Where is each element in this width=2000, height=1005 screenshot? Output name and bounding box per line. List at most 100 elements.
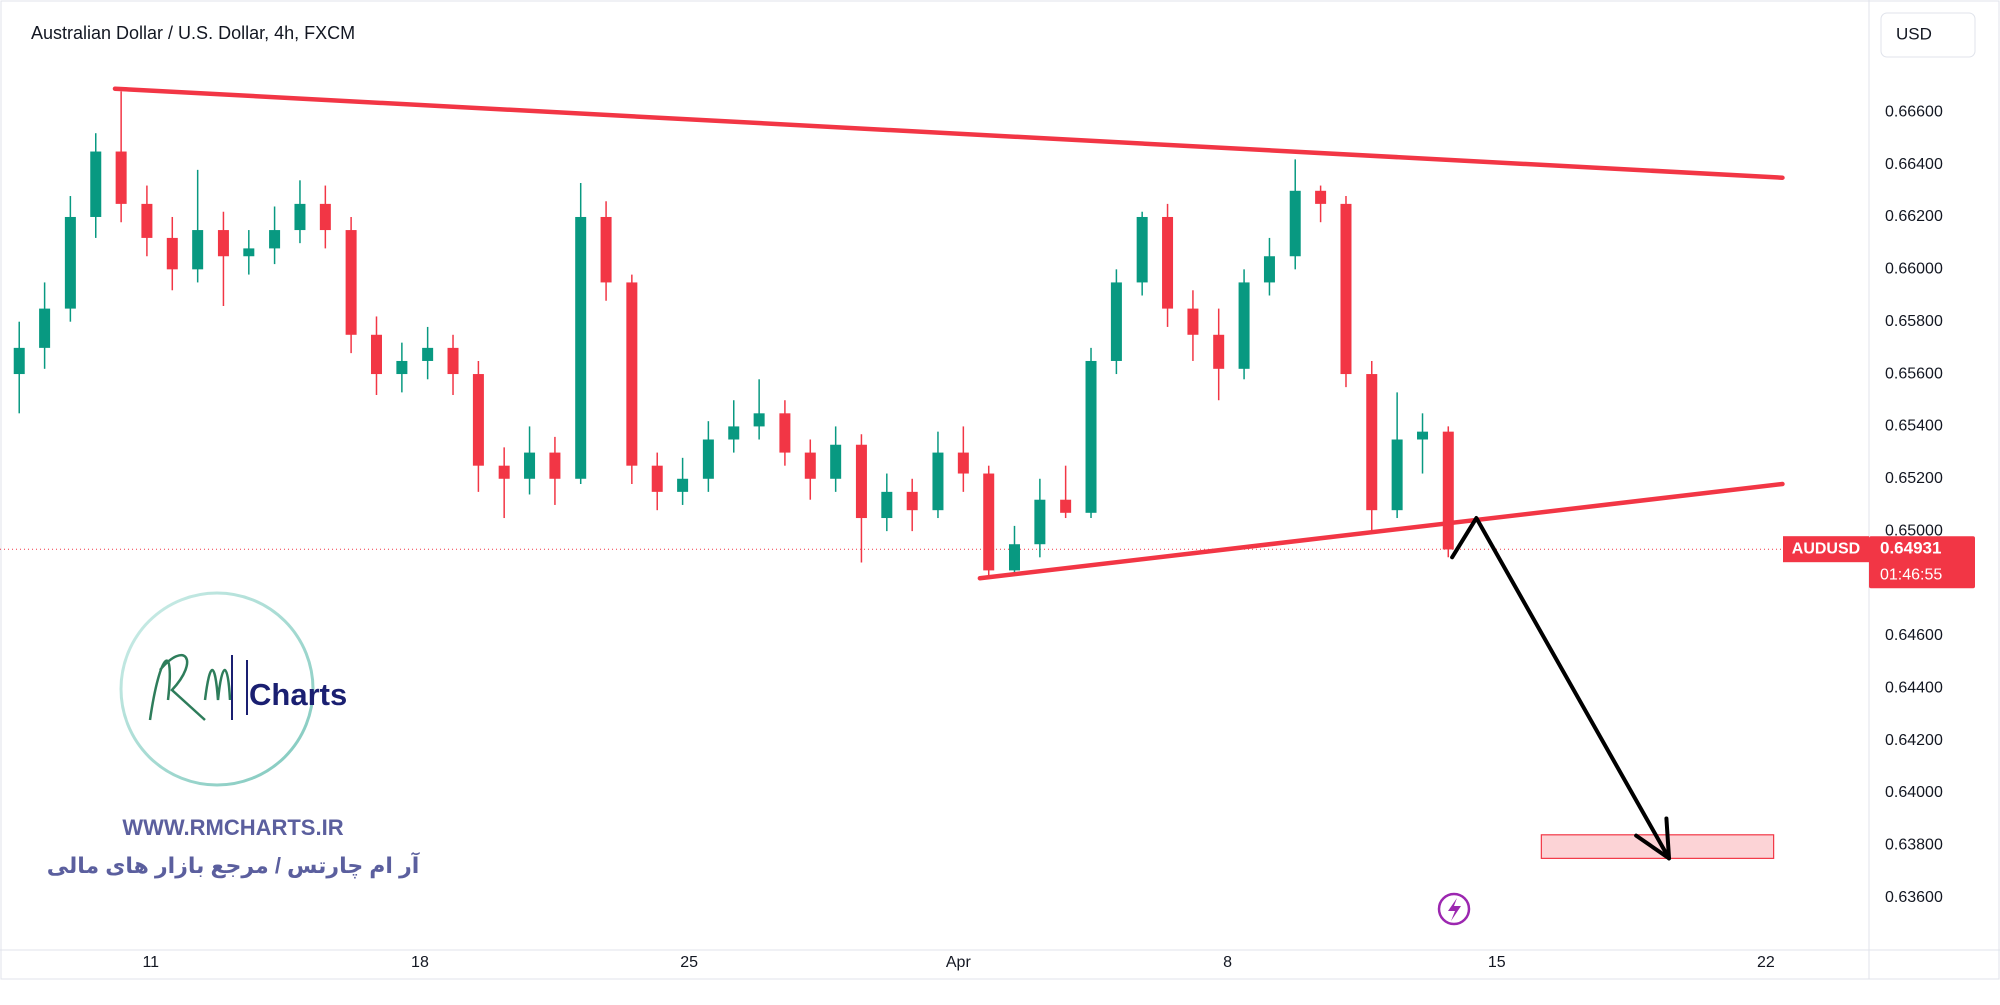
currency-label: USD: [1896, 24, 1932, 43]
candle-body: [549, 452, 561, 479]
y-tick-label: 0.64400: [1885, 679, 1943, 696]
candle-body: [1110, 282, 1122, 361]
candle-body: [1340, 203, 1352, 375]
alert-bolt: [1448, 898, 1461, 921]
watermark: Charts WWW.RMCHARTS.IR آر ام چارتس / مرج…: [47, 591, 420, 879]
candle-body: [753, 413, 765, 427]
candle-body: [166, 237, 178, 270]
candle-body: [575, 216, 587, 479]
candle-body: [141, 203, 153, 238]
y-tick-label: 0.66000: [1885, 261, 1943, 278]
price-tag: [1869, 536, 1975, 589]
candle-body: [217, 230, 229, 257]
candle-body: [1417, 431, 1429, 440]
candle-body: [447, 347, 459, 375]
y-tick-label: 0.63800: [1885, 837, 1943, 854]
candle-body: [1442, 431, 1454, 550]
candle-body: [269, 230, 281, 249]
candle-body: [422, 347, 434, 361]
alert-circle: [1437, 892, 1471, 926]
plot-area: [0, 86, 1869, 861]
candle-body: [1315, 190, 1327, 204]
candle-body: [115, 151, 127, 204]
currency-button[interactable]: [1880, 12, 1976, 58]
x-tick-label: 8: [1223, 954, 1232, 971]
logo-script: [148, 653, 232, 721]
candle-body: [39, 308, 51, 348]
frame: [0, 0, 2000, 980]
candle-body: [1008, 544, 1020, 571]
candle-body: [1187, 308, 1199, 335]
y-tick-label: 0.64000: [1885, 784, 1943, 801]
y-tick-label: 0.65000: [1885, 522, 1943, 539]
x-tick-label: Apr: [946, 954, 972, 971]
countdown-label: 01:46:55: [1880, 566, 1942, 583]
symbol-tag-label: AUDUSD: [1792, 540, 1860, 557]
trendline: [112, 86, 1785, 180]
price-tag-label: 0.64931: [1880, 539, 1941, 558]
candle-body: [932, 452, 944, 511]
candle-body: [779, 413, 791, 453]
candle-body: [881, 491, 893, 519]
candle-body: [804, 452, 816, 479]
forecast-arrow: [1450, 516, 1672, 861]
candle-body: [1289, 190, 1301, 257]
candle-body: [702, 439, 714, 479]
symbol-tag: [1783, 536, 1869, 563]
candle-body: [1060, 499, 1072, 513]
y-tick-label: 0.65600: [1885, 365, 1943, 382]
y-tick-label: 0.66600: [1885, 103, 1943, 120]
candle-body: [192, 230, 204, 270]
x-tick-label: 25: [680, 954, 698, 971]
candle-body: [64, 216, 76, 309]
candle-body: [1213, 334, 1225, 369]
candle-body: [830, 444, 842, 479]
x-tick-label: 22: [1757, 954, 1775, 971]
x-tick-label: 15: [1488, 954, 1506, 971]
y-tick-label: 0.66400: [1885, 156, 1943, 173]
candle-body: [626, 282, 638, 466]
candle-body: [1263, 256, 1275, 283]
candle-body: [983, 473, 995, 571]
candle-body: [1238, 282, 1250, 369]
candle-body: [1034, 499, 1046, 545]
logo-ring: [119, 591, 315, 787]
candle-body: [396, 360, 408, 375]
candle-body: [90, 151, 102, 217]
candle-body: [472, 374, 484, 466]
y-tick-label: 0.66200: [1885, 208, 1943, 225]
candle-body: [1162, 216, 1174, 309]
candle-body: [294, 203, 306, 231]
candle-body: [319, 203, 331, 231]
logo-text: Charts: [249, 677, 347, 712]
candle-body: [13, 347, 25, 375]
y-tick-label: 0.63600: [1885, 889, 1943, 906]
candle-body: [651, 465, 663, 492]
candle-body: [957, 452, 969, 474]
candle-body: [524, 452, 536, 479]
candle-body: [345, 230, 357, 335]
candle-body: [1136, 216, 1148, 283]
y-tick-label: 0.65800: [1885, 313, 1943, 330]
alert-icon[interactable]: [1437, 892, 1471, 926]
candle-body: [728, 426, 740, 440]
trendline: [977, 481, 1785, 581]
candle-body: [855, 444, 867, 519]
y-tick-label: 0.65200: [1885, 470, 1943, 487]
candle-body: [1391, 439, 1403, 511]
candle-body: [600, 216, 612, 283]
x-tick-label: 11: [142, 954, 159, 971]
tagline: آر ام چارتس / مرجع بازار های مالی: [47, 851, 420, 879]
arrow-head: [1634, 816, 1672, 861]
candle-body: [370, 334, 382, 375]
y-tick-label: 0.64200: [1885, 732, 1943, 749]
candle-body: [906, 491, 918, 511]
y-tick-label: 0.64600: [1885, 627, 1943, 644]
website: WWW.RMCHARTS.IR: [122, 815, 343, 840]
x-tick-label: 18: [411, 954, 429, 971]
y-tick-label: 0.65400: [1885, 418, 1943, 435]
candle-body: [498, 465, 510, 479]
candle-body: [1085, 360, 1097, 513]
chart-title: Australian Dollar / U.S. Dollar, 4h, FXC…: [31, 23, 355, 43]
